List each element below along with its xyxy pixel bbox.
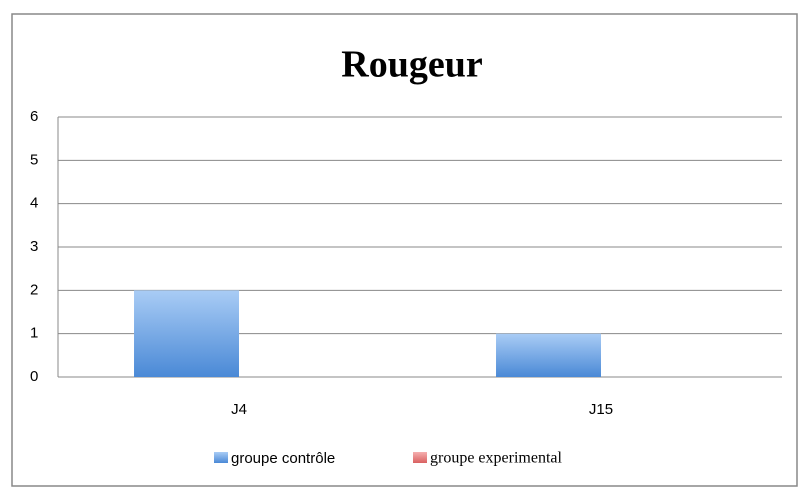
y-tick-label: 3 xyxy=(30,238,38,255)
y-tick-label: 4 xyxy=(30,195,38,212)
x-tick-label: J15 xyxy=(589,401,613,418)
y-tick-label: 0 xyxy=(30,368,38,385)
chart-title: Rougeur xyxy=(341,44,483,86)
legend-swatch xyxy=(413,452,427,463)
legend-swatch xyxy=(214,452,228,463)
bar xyxy=(496,333,601,377)
y-tick-label: 6 xyxy=(30,108,38,125)
legend-label: groupe experimental xyxy=(430,450,563,467)
y-tick-label: 1 xyxy=(30,325,38,342)
chart-border xyxy=(11,13,798,487)
bar xyxy=(134,290,239,377)
x-tick-label: J4 xyxy=(231,401,247,418)
y-tick-label: 5 xyxy=(30,151,38,168)
legend-label: groupe contrôle xyxy=(231,450,335,467)
y-tick-label: 2 xyxy=(30,281,38,298)
